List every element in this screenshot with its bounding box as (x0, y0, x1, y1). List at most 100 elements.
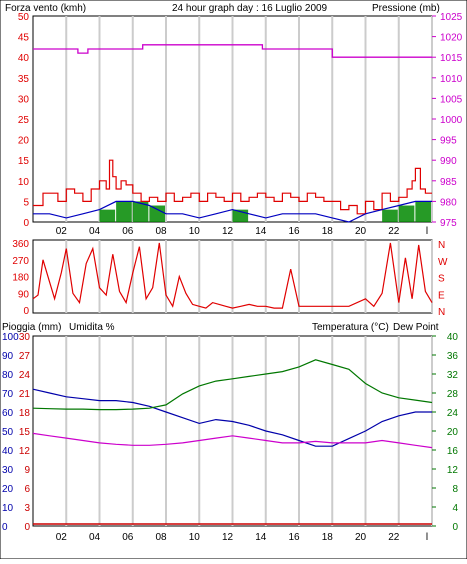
wind-tick-20: 20 (18, 136, 30, 147)
gust-bar (116, 201, 132, 222)
humidity-tick-100: 100 (2, 332, 19, 343)
wind-tick-40: 40 (18, 53, 30, 64)
wind-tick-0: 0 (23, 218, 29, 229)
wind-tick-25: 25 (18, 115, 30, 126)
temp-tick-28: 28 (447, 389, 459, 400)
rain-tick-6: 6 (24, 484, 30, 495)
humidity-axis-title: Umidita % (69, 322, 115, 333)
wind-hour-label-08: 08 (155, 226, 167, 237)
direction-compass-S-2: S (438, 274, 445, 285)
wind-tick-50: 50 (18, 12, 30, 23)
chart-layer: 0510152025303540455097598098599099510001… (2, 12, 463, 543)
pressure-line (33, 44, 432, 58)
avg-wind-line (33, 200, 432, 223)
pressure-tick-975: 975 (440, 218, 457, 229)
rain-tick-21: 21 (19, 389, 31, 400)
humidity-tick-10: 10 (2, 503, 14, 514)
wind-tick-10: 10 (18, 177, 30, 188)
temp-tick-8: 8 (452, 484, 458, 495)
wind-hour-label-22: 22 (388, 226, 400, 237)
rain-axis-title: Pioggia (mm) (2, 322, 61, 333)
climate-hour-label-02: 02 (56, 532, 68, 543)
humidity-line (32, 388, 432, 447)
wind-line (33, 159, 432, 215)
wind-hour-label-10: 10 (189, 226, 201, 237)
humidity-tick-20: 20 (2, 484, 14, 495)
wind-tick-5: 5 (23, 197, 29, 208)
dewpoint-axis-title: Dew Point (393, 322, 439, 333)
climate-hour-label-16: 16 (288, 532, 300, 543)
climate-hour-label-10: 10 (189, 532, 201, 543)
humidity-tick-70: 70 (2, 389, 14, 400)
gust-bar (415, 201, 431, 222)
temp-tick-16: 16 (447, 446, 459, 457)
climate-hour-label-04: 04 (89, 532, 101, 543)
pressure-tick-1000: 1000 (440, 115, 463, 126)
wind-tick-35: 35 (18, 74, 30, 85)
wind-hour-label-04: 04 (89, 226, 101, 237)
direction-tick-270: 270 (12, 256, 29, 267)
temp-tick-12: 12 (447, 465, 459, 476)
wind-tick-45: 45 (18, 33, 30, 44)
climate-hour-label-18: 18 (322, 532, 334, 543)
temp-tick-36: 36 (447, 351, 459, 362)
rain-tick-18: 18 (19, 408, 31, 419)
rain-tick-15: 15 (19, 427, 31, 438)
pressure-tick-1015: 1015 (440, 53, 463, 64)
direction-compass-E-3: E (438, 290, 445, 301)
gust-bar (149, 205, 165, 222)
direction-tick-0: 0 (23, 306, 29, 317)
temp-tick-4: 4 (452, 503, 458, 514)
wind-hour-label-06: 06 (122, 226, 134, 237)
temp-tick-40: 40 (447, 332, 459, 343)
temperature-axis-title: Temperatura (°C) (312, 322, 389, 333)
direction-tick-180: 180 (12, 273, 29, 284)
wind-tick-15: 15 (18, 156, 30, 167)
wind-tick-30: 30 (18, 94, 30, 105)
gust-bar (382, 209, 398, 222)
rain-tick-0: 0 (24, 522, 30, 533)
pressure-tick-990: 990 (440, 156, 457, 167)
rain-tick-24: 24 (19, 370, 31, 381)
graph-title: 24 hour graph day : 16 Luglio 2009 (172, 3, 328, 14)
temp-tick-0: 0 (452, 522, 458, 533)
wind-hour-label-12: 12 (222, 226, 234, 237)
climate-hour-label-14: 14 (255, 532, 267, 543)
dewpoint-line (32, 432, 433, 449)
direction-compass-N-4: N (438, 307, 445, 318)
rain-tick-27: 27 (19, 351, 31, 362)
temp-tick-24: 24 (447, 408, 459, 419)
wind-hour-label-18: 18 (322, 226, 334, 237)
pressure-axis-title: Pressione (mb) (372, 3, 440, 14)
wind-hour-label-14: 14 (255, 226, 267, 237)
direction-tick-360: 360 (12, 239, 29, 250)
gust-bar (398, 205, 415, 222)
pressure-tick-995: 995 (440, 136, 457, 147)
humidity-tick-0: 0 (2, 522, 8, 533)
humidity-tick-50: 50 (2, 427, 14, 438)
humidity-tick-80: 80 (2, 370, 14, 381)
climate-hour-label-22: 22 (388, 532, 400, 543)
wind-hour-label-02: 02 (56, 226, 68, 237)
gust-bar (132, 201, 149, 222)
humidity-tick-30: 30 (2, 465, 14, 476)
humidity-tick-90: 90 (2, 351, 14, 362)
pressure-tick-980: 980 (440, 197, 457, 208)
temp-tick-32: 32 (447, 370, 459, 381)
climate-hour-label-06: 06 (122, 532, 134, 543)
pressure-tick-1020: 1020 (440, 33, 463, 44)
direction-tick-90: 90 (18, 289, 30, 300)
climate-hour-label-l: l (426, 532, 428, 543)
climate-hour-label-12: 12 (222, 532, 234, 543)
temp-tick-20: 20 (447, 427, 459, 438)
wind-hour-label-20: 20 (355, 226, 367, 237)
gust-bar (99, 209, 116, 222)
pressure-tick-1010: 1010 (440, 74, 463, 85)
wind-hour-label-l: l (426, 226, 428, 237)
humidity-tick-60: 60 (2, 408, 14, 419)
rain-tick-30: 30 (19, 332, 31, 343)
rain-tick-9: 9 (24, 465, 30, 476)
temperature-line (32, 359, 433, 411)
